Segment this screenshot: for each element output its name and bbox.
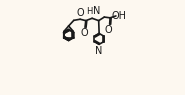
Text: O: O	[76, 8, 84, 18]
Text: OH: OH	[111, 11, 126, 21]
Text: O: O	[80, 28, 88, 38]
Text: N: N	[92, 6, 100, 16]
Text: N: N	[95, 46, 103, 56]
Text: H: H	[86, 7, 92, 16]
Text: O: O	[105, 25, 112, 35]
